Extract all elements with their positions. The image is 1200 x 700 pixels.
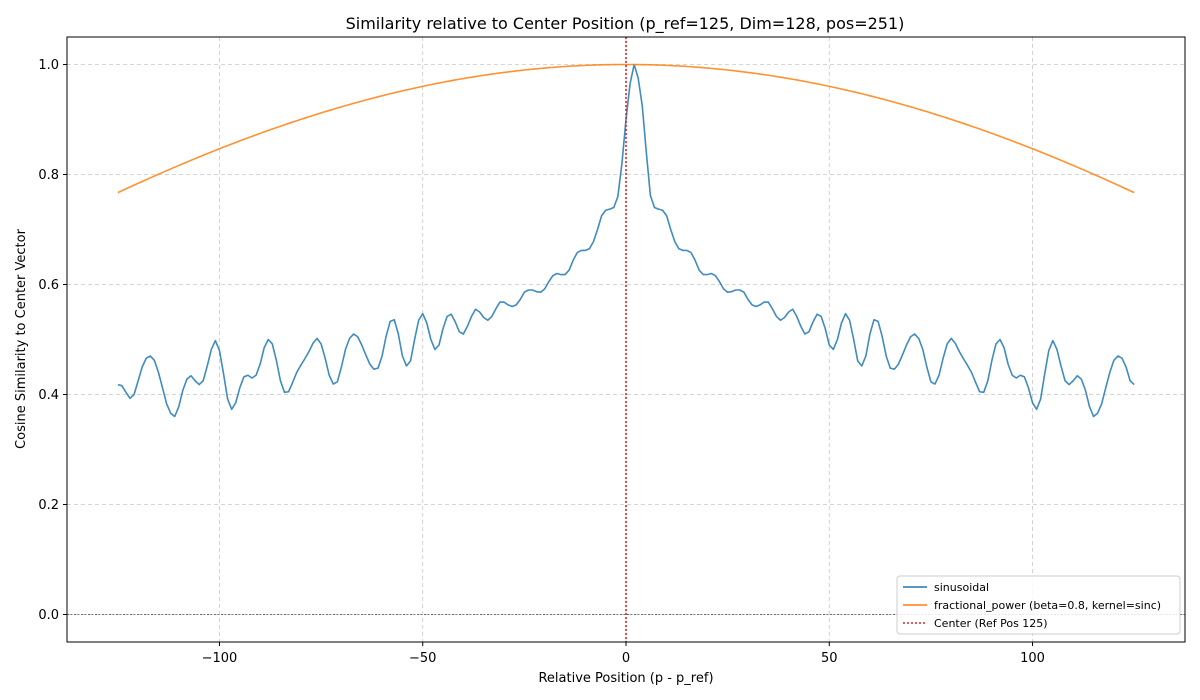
legend-label-fractional-power: fractional_power (beta=0.8, kernel=sinc) <box>934 599 1161 612</box>
x-tick-label: −100 <box>202 651 238 666</box>
y-tick-label: 0.4 <box>38 388 59 403</box>
series-layer <box>117 37 1135 642</box>
legend-box <box>896 575 1181 635</box>
x-axis: −100 −50 0 50 100 <box>202 642 1045 666</box>
y-axis-label: Cosine Similarity to Center Vector <box>14 228 29 449</box>
chart-title: Similarity relative to Center Position (… <box>346 14 905 34</box>
x-tick-label: 50 <box>821 651 838 666</box>
y-tick-label: 0.2 <box>38 498 59 513</box>
y-tick-label: 0.0 <box>38 608 59 623</box>
series-line-sinusoidal <box>117 63 1135 418</box>
y-tick-label: 0.8 <box>38 168 59 183</box>
y-axis: 0.0 0.2 0.4 0.6 0.8 1.0 <box>38 58 67 623</box>
x-tick-label: 100 <box>1020 651 1045 666</box>
legend-label-center: Center (Ref Pos 125) <box>934 617 1048 630</box>
x-tick-label: 0 <box>622 651 630 666</box>
series-line-fractional-power <box>117 63 1135 194</box>
x-tick-label: −50 <box>409 651 436 666</box>
y-tick-label: 0.6 <box>38 278 59 293</box>
legend-label-sinusoidal: sinusoidal <box>934 581 989 594</box>
y-tick-label: 1.0 <box>38 58 59 73</box>
legend: sinusoidal fractional_power (beta=0.8, ke… <box>896 575 1181 635</box>
x-axis-label: Relative Position (p - p_ref) <box>538 671 713 686</box>
